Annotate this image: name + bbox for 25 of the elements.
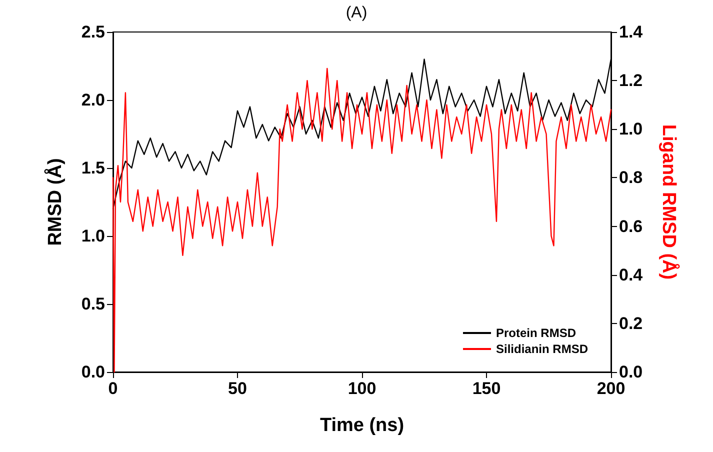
y2-axis-title: Ligand RMSD (Å) [658, 124, 680, 280]
y2-tick-label: 0.2 [619, 314, 643, 333]
x-axis-title: Time (ns) [320, 415, 404, 436]
y-tick-label: 0.0 [81, 362, 105, 382]
legend-label: Silidianin RMSD [496, 342, 588, 356]
y2-tick-label: 0.4 [619, 265, 644, 284]
x-tick-label: 100 [348, 379, 376, 398]
y-tick-label: 2.5 [81, 22, 105, 42]
legend-label: Protein RMSD [496, 326, 576, 340]
x-tick-label: 200 [596, 379, 626, 398]
x-tick-label: 0 [108, 379, 118, 398]
y-tick-label: 0.5 [81, 294, 105, 314]
chart-title: (A) [346, 4, 368, 22]
y2-tick-label: 1.0 [619, 120, 643, 139]
y2-tick-label: 1.2 [619, 71, 643, 90]
y2-tick-label: 0.6 [619, 216, 643, 236]
y2-tick-label: 0.8 [619, 168, 643, 188]
y-tick-label: 1.5 [81, 158, 105, 178]
y-axis-title: RMSD (Å) [44, 158, 66, 246]
x-tick-label: 150 [472, 379, 501, 398]
y-tick-label: 2.0 [81, 90, 105, 110]
y-tick-label: 1.0 [81, 226, 105, 246]
y2-tick-label: 0.0 [619, 362, 643, 382]
y2-tick-label: 1.4 [619, 22, 644, 42]
x-tick-label: 50 [228, 379, 247, 398]
